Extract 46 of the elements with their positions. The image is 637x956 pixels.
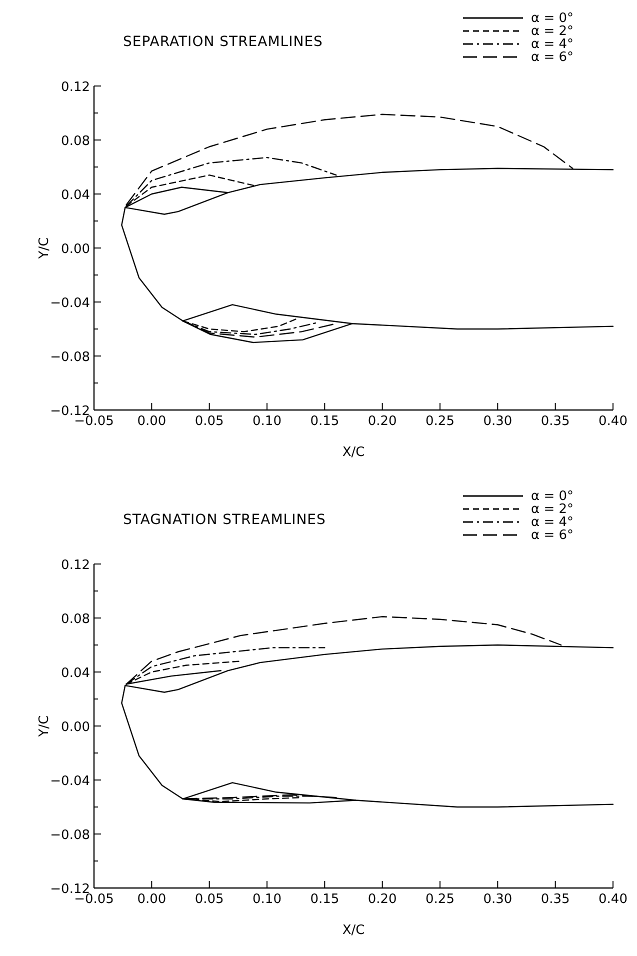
x-tick-label: 0.25 [426, 892, 454, 907]
legend-label: α = 6° [531, 50, 574, 65]
legend-label: α = 0° [531, 11, 574, 26]
legend-label: α = 4° [531, 515, 574, 530]
y-tick-label: −0.08 [50, 828, 90, 843]
y-tick-label: 0.12 [61, 80, 90, 95]
x-tick-label: 0.15 [310, 892, 340, 907]
x-tick-label: 0.30 [483, 414, 512, 429]
chart-title: STAGNATION STREAMLINES [123, 512, 326, 528]
y-tick-label: 0.00 [61, 242, 90, 257]
legend-label: α = 2° [531, 502, 574, 517]
y-tick-label: −0.04 [50, 774, 90, 789]
x-axis-title: X/C [342, 445, 365, 460]
y-tick-label: 0.08 [61, 612, 90, 627]
x-tick-label: 0.35 [540, 414, 570, 429]
y-tick-label: 0.04 [61, 666, 90, 681]
y-tick-label: −0.08 [50, 350, 90, 365]
x-tick-label: −0.05 [74, 892, 114, 907]
legend-label: α = 2° [531, 24, 574, 39]
x-tick-label: 0.00 [137, 892, 166, 907]
y-tick-label: 0.12 [61, 558, 90, 573]
chart-title: SEPARATION STREAMLINES [123, 34, 323, 50]
x-tick-label: 0.35 [540, 892, 570, 907]
x-tick-label: 0.15 [310, 414, 340, 429]
x-tick-label: 0.05 [194, 892, 224, 907]
x-tick-label: 0.20 [368, 892, 397, 907]
x-tick-label: 0.00 [137, 414, 166, 429]
y-tick-label: −0.04 [50, 296, 90, 311]
x-tick-label: 0.40 [598, 414, 628, 429]
x-tick-label: 0.20 [368, 414, 397, 429]
x-tick-label: 0.40 [598, 892, 628, 907]
y-tick-label: 0.00 [61, 720, 90, 735]
y-axis-title: Y/C [37, 237, 52, 260]
x-tick-label: 0.05 [194, 414, 224, 429]
y-tick-label: 0.08 [61, 134, 90, 149]
legend-label: α = 6° [531, 528, 574, 543]
x-axis-title: X/C [342, 923, 365, 938]
x-tick-label: −0.05 [74, 414, 114, 429]
y-axis-title: Y/C [37, 715, 52, 738]
legend-label: α = 0° [531, 489, 574, 504]
y-tick-label: 0.04 [61, 188, 90, 203]
x-tick-label: 0.25 [426, 414, 454, 429]
x-tick-label: 0.10 [252, 414, 282, 429]
x-tick-label: 0.10 [252, 892, 282, 907]
x-tick-label: 0.30 [483, 892, 512, 907]
legend-label: α = 4° [531, 37, 574, 52]
